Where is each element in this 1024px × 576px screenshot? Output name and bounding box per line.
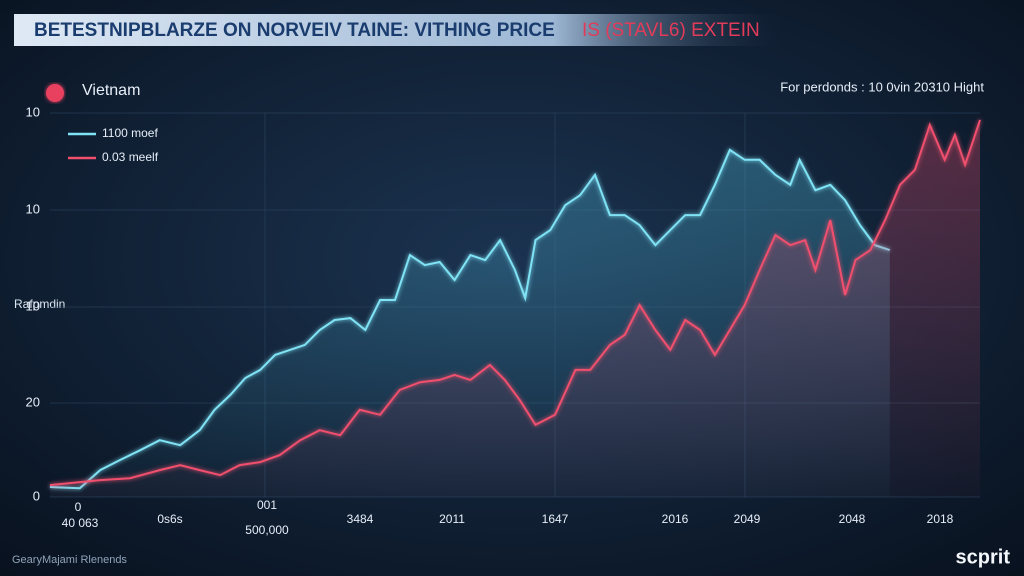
chart-title: BETESTNIPBLARZE ON NORVEIV TAINE: VITHIN… [34,20,555,41]
x-tick-label: 001 [257,498,277,512]
y-tick-label: 10 [26,201,40,216]
x-tick-label: 2016 [662,512,689,526]
x-tick-label: 2011 [439,512,465,526]
footer-left: GearyMajami Rlenends [12,554,127,566]
title-banner [14,14,784,46]
x-tick-label: 1647 [542,512,569,526]
y-tick-label: 20 [26,394,40,409]
y-tick-label: 10 [26,298,40,313]
y-tick-label: 0 [33,488,40,503]
series-line [49,119,981,487]
x-tick-label: 500,000 [245,523,289,537]
series-area [50,119,980,498]
y-tick-label: 10 [26,104,40,119]
x-tick-label: 3484 [347,512,374,526]
x-tick-label: 2049 [734,512,761,526]
x-tick-label: 40 063 [62,516,99,530]
x-tick-label: 0 [75,500,82,514]
footer-right: scprit [956,546,1011,568]
x-tick-label: 2018 [927,512,954,526]
y-axis-label: Rafpmdin [14,297,65,311]
legend-label: 0.03 meelf [102,150,159,164]
series-line [49,148,891,490]
note: For perdonds : 10 0vin 20310 Hight [780,79,984,94]
flag-icon [46,84,64,102]
x-tick-label: 2048 [839,512,866,526]
legend-label: 1100 moef [102,126,158,140]
subtitle: Vietnam [82,82,140,99]
x-tick-label: 0s6s [157,512,182,526]
chart-title-highlight: IS (STAVL6) EXTEIN [582,20,760,41]
